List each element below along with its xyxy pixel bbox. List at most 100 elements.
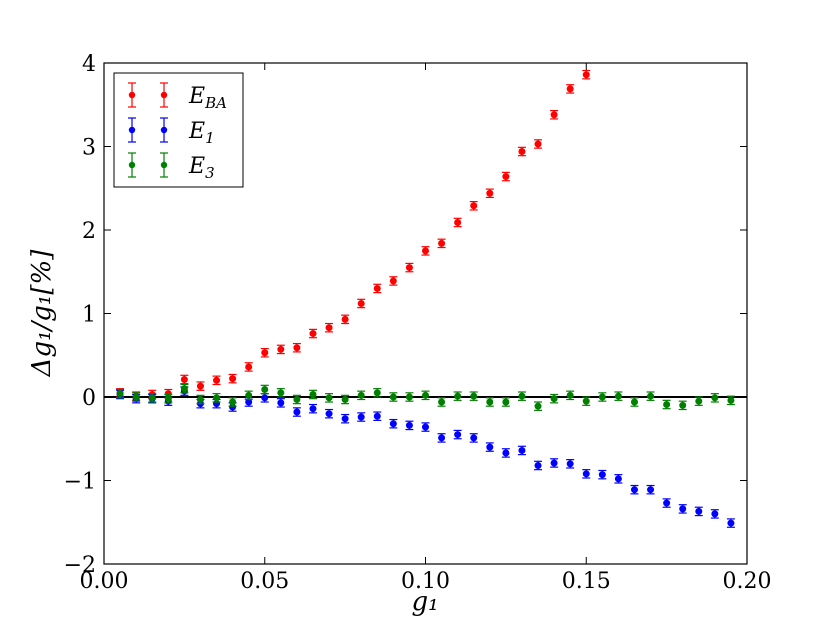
data-point: [501, 397, 510, 407]
marker: [148, 394, 156, 402]
marker: [614, 392, 622, 400]
marker: [470, 202, 478, 210]
data-point: [517, 146, 526, 157]
marker: [132, 393, 140, 401]
marker: [405, 421, 413, 429]
marker: [679, 401, 687, 409]
marker: [421, 391, 429, 399]
marker: [502, 449, 510, 457]
x-tick-label: 0.00: [80, 569, 129, 594]
marker: [405, 264, 413, 272]
marker: [486, 189, 494, 197]
marker: [341, 315, 349, 323]
data-point: [566, 84, 575, 94]
data-point: [614, 391, 623, 401]
data-point: [694, 506, 703, 517]
marker: [229, 398, 237, 406]
data-point: [276, 344, 285, 355]
data-point: [550, 393, 559, 404]
marker: [389, 393, 397, 401]
marker: [373, 284, 381, 292]
marker: [357, 299, 365, 307]
legend-dot: [128, 161, 136, 169]
data-point: [726, 395, 735, 406]
marker: [229, 375, 237, 383]
marker: [550, 111, 558, 119]
data-point: [453, 217, 462, 228]
data-point: [566, 390, 575, 401]
data-point: [501, 448, 510, 458]
data-point: [646, 484, 655, 495]
marker: [727, 396, 735, 404]
marker: [566, 391, 574, 399]
y-tick-label: 3: [82, 136, 96, 161]
marker: [470, 392, 478, 400]
data-point: [678, 504, 687, 514]
data-point: [582, 469, 591, 479]
marker: [116, 390, 124, 398]
data-point: [678, 400, 687, 411]
y-tick-label: 0: [82, 386, 96, 411]
data-point: [292, 407, 301, 417]
marker: [566, 85, 574, 93]
data-point: [180, 374, 189, 385]
data-point: [630, 397, 639, 407]
x-tick-label: 0.20: [723, 569, 772, 594]
data-point: [373, 283, 382, 294]
marker: [421, 247, 429, 255]
marker: [341, 415, 349, 423]
data-point: [276, 398, 285, 408]
series-3: [116, 383, 735, 411]
marker: [245, 391, 253, 399]
data-point: [726, 518, 735, 528]
data-point: [582, 396, 591, 406]
data-point: [196, 381, 205, 391]
legend-dot: [160, 91, 168, 99]
data-point: [341, 413, 350, 424]
legend-dot: [128, 91, 136, 99]
x-tick-label: 0.05: [240, 569, 289, 594]
plot-area: [104, 69, 747, 528]
marker: [277, 389, 285, 397]
legend-marker: [160, 82, 168, 108]
marker: [582, 397, 590, 405]
y-tick-label: −2: [64, 553, 96, 578]
data-point: [598, 469, 607, 480]
marker: [582, 71, 590, 79]
legend-box: [113, 72, 244, 188]
marker: [582, 470, 590, 478]
marker: [502, 398, 510, 406]
x-tick-label: 0.10: [401, 569, 450, 594]
data-point: [148, 393, 157, 403]
data-point: [582, 69, 591, 80]
data-point: [501, 171, 510, 182]
y-tick-label: 1: [82, 303, 96, 328]
data-point: [598, 392, 607, 402]
marker: [389, 277, 397, 285]
marker: [325, 324, 333, 332]
data-point: [534, 401, 543, 411]
marker: [389, 420, 397, 428]
legend-dot: [160, 126, 168, 134]
data-point: [308, 403, 317, 414]
marker: [357, 413, 365, 421]
data-point: [405, 392, 414, 402]
data-point: [292, 394, 301, 405]
marker: [373, 389, 381, 397]
marker: [727, 519, 735, 527]
marker: [438, 239, 446, 247]
legend-label-subscript: 1: [205, 129, 215, 147]
marker: [679, 505, 687, 513]
legend-marker: [128, 117, 136, 143]
marker: [518, 446, 526, 454]
data-point: [164, 393, 173, 404]
data-point: [244, 362, 253, 372]
data-point: [550, 109, 559, 120]
data-point: [421, 246, 430, 256]
data-point: [710, 509, 719, 519]
marker: [502, 173, 510, 181]
data-point: [421, 422, 430, 432]
marker: [518, 148, 526, 156]
marker: [518, 392, 526, 400]
